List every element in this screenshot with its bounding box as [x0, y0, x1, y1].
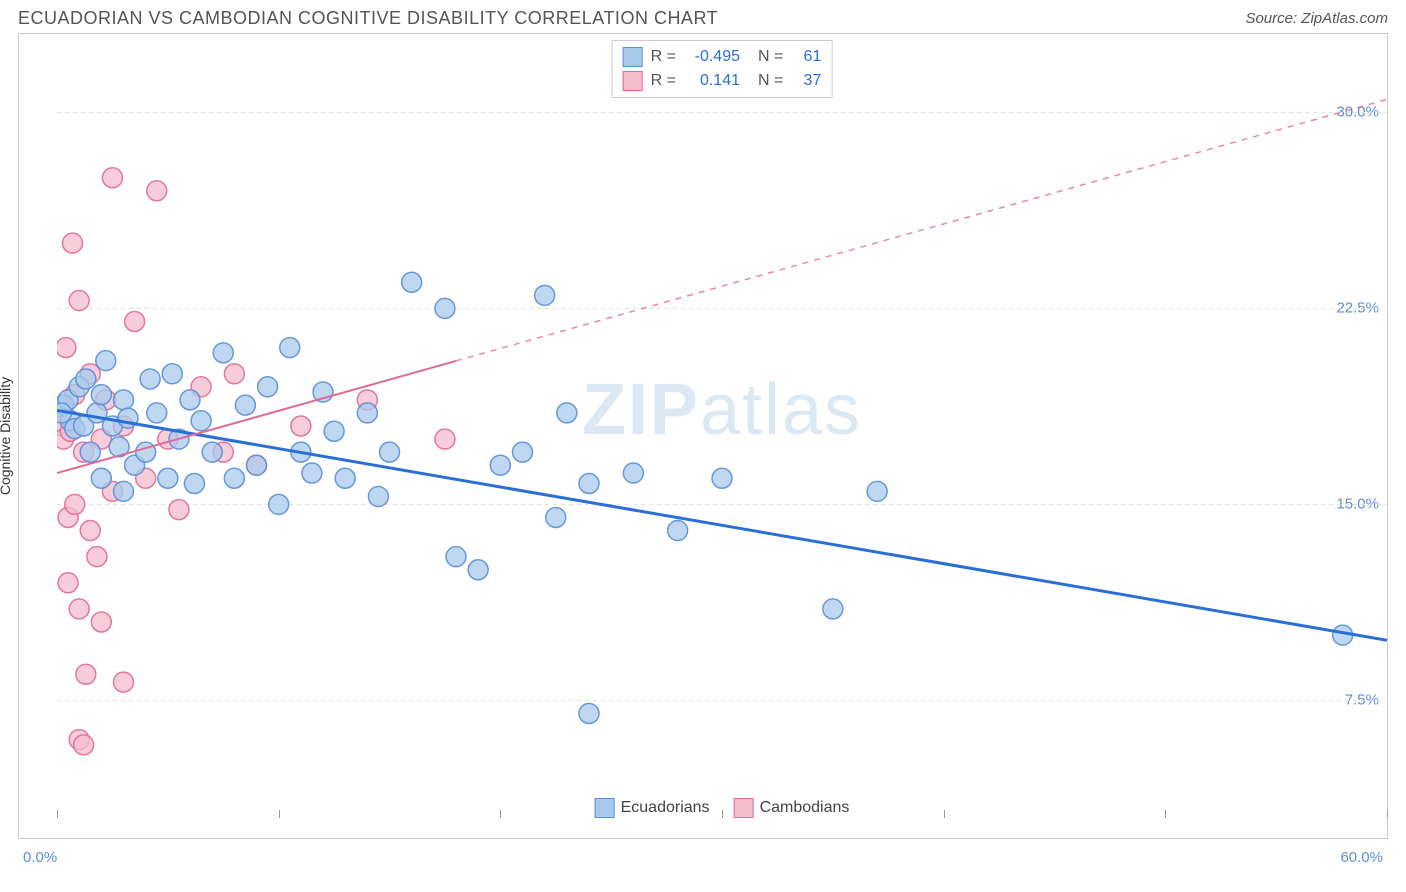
- x-axis-min-label: 0.0%: [23, 849, 57, 866]
- n-value-cambodians: 37: [791, 72, 821, 90]
- x-tick: [1387, 810, 1388, 818]
- n-label: N =: [758, 72, 783, 90]
- y-axis-label: Cognitive Disability: [0, 377, 13, 495]
- x-axis-max-label: 60.0%: [1340, 849, 1383, 866]
- chart-svg: [57, 34, 1387, 818]
- r-value-cambodians: 0.141: [684, 72, 740, 90]
- r-label: R =: [651, 72, 676, 90]
- chart-title: ECUADORIAN VS CAMBODIAN COGNITIVE DISABI…: [18, 8, 718, 29]
- correlation-legend: R = -0.495 N = 61 R = 0.141 N = 37: [612, 40, 833, 98]
- source-label: Source: ZipAtlas.com: [1245, 10, 1388, 27]
- legend-row-cambodians: R = 0.141 N = 37: [623, 69, 822, 93]
- r-value-ecuadorians: -0.495: [684, 48, 740, 66]
- plot-area: R = -0.495 N = 61 R = 0.141 N = 37 ZIPat…: [57, 34, 1387, 818]
- swatch-ecuadorians: [623, 47, 643, 67]
- chart-container: Cognitive Disability R = -0.495 N = 61 R…: [18, 33, 1388, 839]
- n-label: N =: [758, 48, 783, 66]
- n-value-ecuadorians: 61: [791, 48, 821, 66]
- r-label: R =: [651, 48, 676, 66]
- legend-row-ecuadorians: R = -0.495 N = 61: [623, 45, 822, 69]
- swatch-cambodians: [623, 71, 643, 91]
